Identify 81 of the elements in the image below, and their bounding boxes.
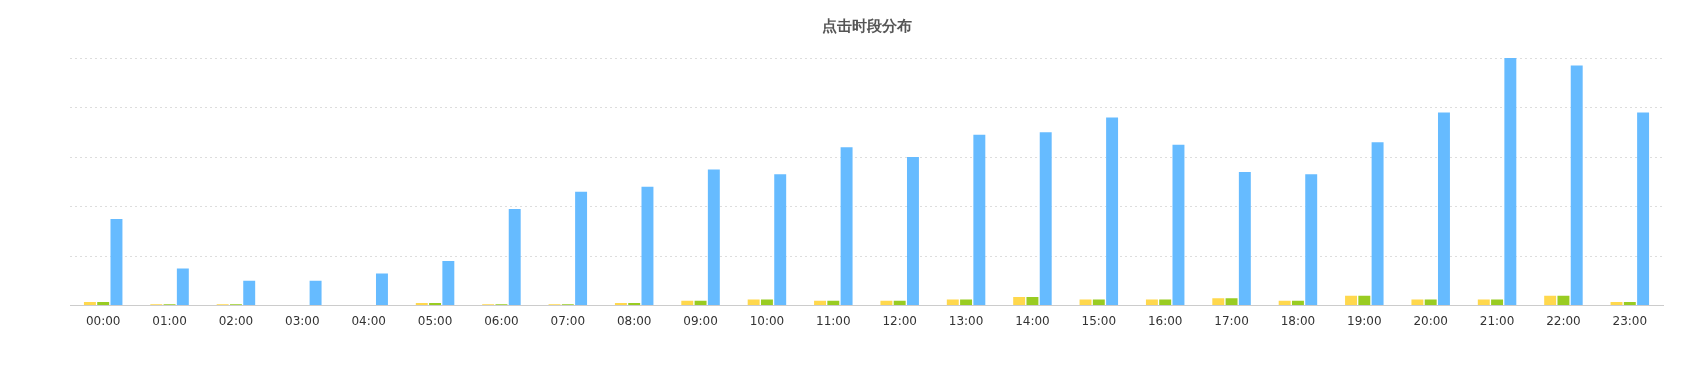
x-tick-label: 15:00 bbox=[1081, 313, 1117, 328]
bar bbox=[1092, 299, 1105, 306]
x-tick-label: 21:00 bbox=[1479, 313, 1515, 328]
bar bbox=[97, 301, 110, 306]
bar bbox=[946, 299, 959, 306]
x-tick-label: 11:00 bbox=[816, 313, 851, 328]
bar bbox=[309, 280, 322, 306]
chart-title: 点击时段分布 bbox=[821, 16, 912, 35]
bar bbox=[1411, 299, 1424, 306]
bar bbox=[1039, 132, 1052, 306]
x-tick-label: 19:00 bbox=[1347, 313, 1382, 328]
bar bbox=[1623, 301, 1636, 306]
bar bbox=[1079, 299, 1092, 306]
bar bbox=[375, 273, 388, 306]
bar bbox=[1637, 112, 1650, 306]
x-tick-label: 16:00 bbox=[1147, 313, 1183, 328]
x-tick-label: 10:00 bbox=[749, 313, 785, 328]
bar bbox=[880, 300, 893, 306]
bar bbox=[1437, 112, 1450, 306]
x-tick-label: 09:00 bbox=[683, 313, 718, 328]
bar bbox=[681, 300, 694, 306]
bar bbox=[747, 299, 760, 306]
bar bbox=[1238, 171, 1251, 306]
x-tick-label: 04:00 bbox=[351, 313, 386, 328]
x-tick-label: 22:00 bbox=[1546, 313, 1581, 328]
bar bbox=[1544, 295, 1557, 306]
bar bbox=[1610, 301, 1623, 306]
bar bbox=[1424, 299, 1437, 306]
bar bbox=[442, 261, 455, 306]
bar bbox=[1504, 58, 1517, 306]
x-tick-label: 14:00 bbox=[1015, 313, 1050, 328]
x-tick-label: 07:00 bbox=[550, 313, 586, 328]
bar bbox=[1026, 296, 1039, 306]
bar bbox=[840, 147, 853, 306]
bar bbox=[906, 157, 919, 306]
x-tick-label: 06:00 bbox=[484, 313, 519, 328]
x-tick-label: 08:00 bbox=[616, 313, 652, 328]
bar bbox=[1345, 295, 1358, 306]
bar bbox=[641, 186, 654, 306]
bar bbox=[1371, 142, 1384, 306]
bar bbox=[1013, 296, 1026, 306]
bar bbox=[1477, 299, 1490, 306]
bar bbox=[1172, 144, 1185, 306]
x-tick-label: 02:00 bbox=[218, 313, 254, 328]
bar bbox=[694, 300, 707, 306]
bar bbox=[243, 280, 256, 306]
bar bbox=[508, 209, 521, 306]
bar bbox=[1358, 295, 1371, 306]
bar bbox=[1278, 300, 1291, 306]
x-tick-label: 20:00 bbox=[1413, 313, 1448, 328]
bar bbox=[1557, 295, 1570, 306]
x-tick-label: 23:00 bbox=[1612, 313, 1648, 328]
bar bbox=[83, 301, 96, 306]
bar bbox=[1225, 298, 1238, 306]
bar bbox=[827, 300, 840, 306]
bar bbox=[1570, 65, 1583, 306]
bar bbox=[774, 174, 787, 306]
bar bbox=[707, 169, 720, 306]
bar bbox=[814, 300, 827, 306]
bar bbox=[1145, 299, 1158, 306]
bar bbox=[893, 300, 906, 306]
x-tick-label: 05:00 bbox=[417, 313, 453, 328]
x-tick-label: 03:00 bbox=[285, 313, 320, 328]
bar bbox=[1305, 174, 1318, 306]
bar bbox=[760, 299, 773, 306]
bar bbox=[1212, 298, 1225, 306]
bar bbox=[176, 268, 189, 306]
x-tick-label: 18:00 bbox=[1280, 313, 1316, 328]
bar bbox=[1291, 300, 1304, 306]
bar bbox=[110, 218, 123, 306]
bar bbox=[1491, 299, 1504, 306]
x-tick-label: 01:00 bbox=[152, 313, 187, 328]
bar bbox=[575, 191, 588, 306]
x-tick-label: 13:00 bbox=[948, 313, 984, 328]
x-tick-label: 00:00 bbox=[85, 313, 121, 328]
x-tick-label: 17:00 bbox=[1214, 313, 1249, 328]
bar bbox=[973, 134, 986, 306]
x-tick-label: 12:00 bbox=[882, 313, 917, 328]
bar bbox=[1159, 299, 1172, 306]
bar bbox=[960, 299, 973, 306]
bar bbox=[1106, 117, 1119, 306]
